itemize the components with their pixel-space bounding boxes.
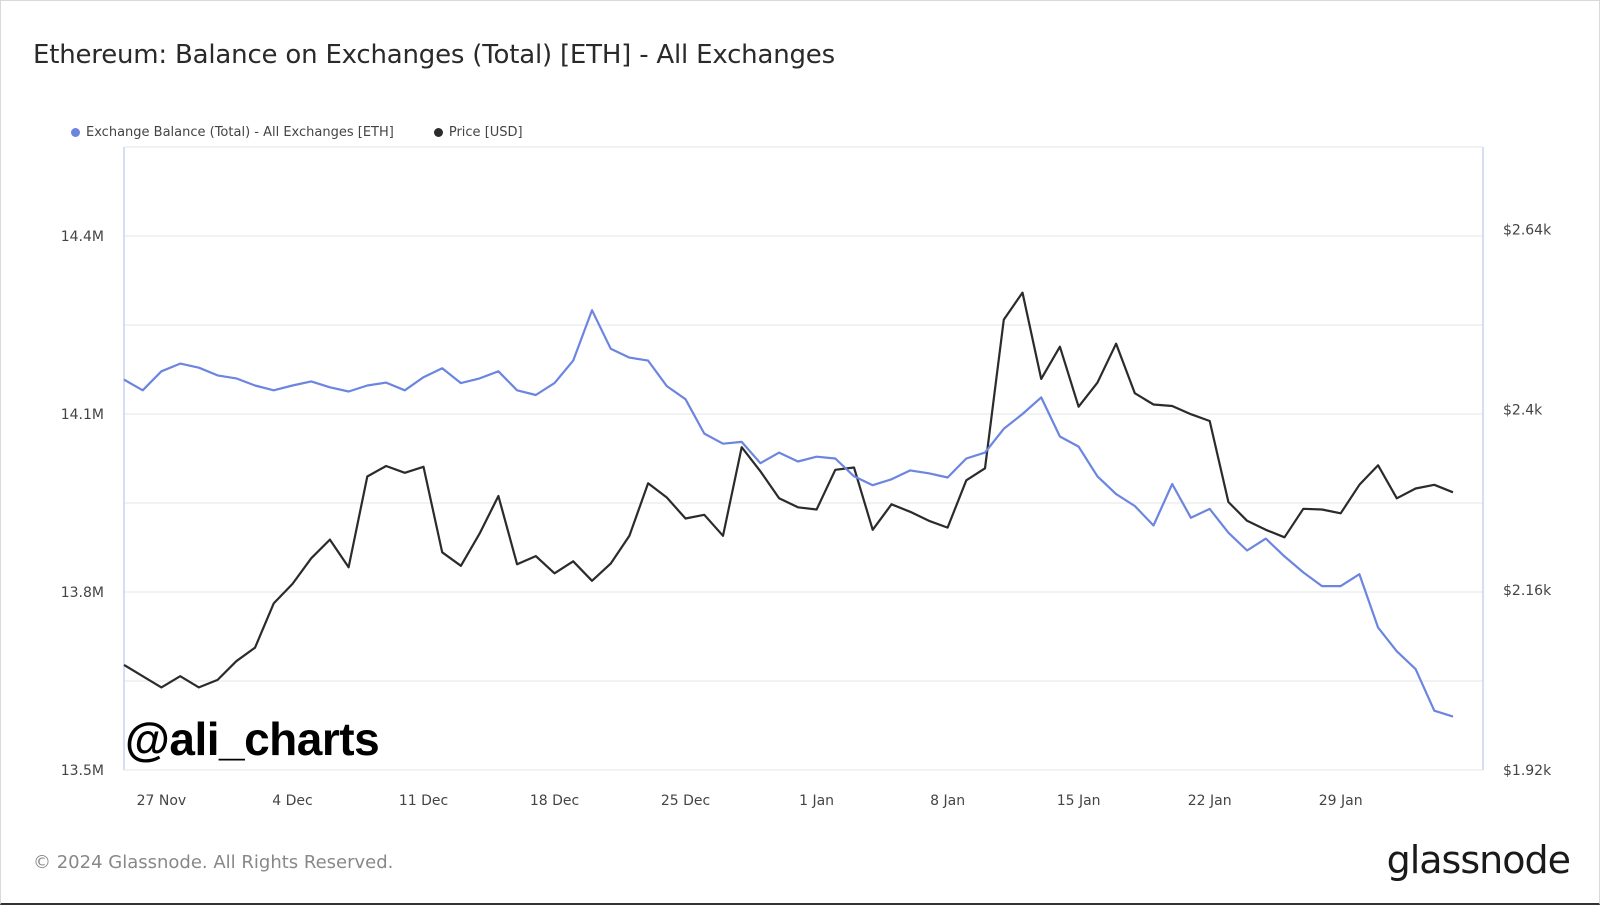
x-tick-label: 29 Jan: [1319, 793, 1363, 809]
y-left-tick-label: 14.1M: [61, 407, 104, 423]
x-tick-label: 1 Jan: [799, 793, 834, 809]
legend-dot-balance: [71, 128, 80, 137]
legend: Exchange Balance (Total) - All Exchanges…: [71, 125, 523, 140]
copyright-text: © 2024 Glassnode. All Rights Reserved.: [33, 852, 394, 873]
x-tick-label: 18 Dec: [530, 793, 579, 809]
x-tick-label: 4 Dec: [272, 793, 312, 809]
brand-logo[interactable]: glassnode: [1386, 838, 1571, 882]
x-tick-label: 25 Dec: [661, 793, 710, 809]
legend-dot-price: [433, 128, 443, 137]
series-line-exchange-balance: [123, 309, 1454, 718]
x-tick-label: 11 Dec: [399, 793, 448, 809]
series-line-price: [123, 291, 1454, 689]
y-right-tick-label: $2.16k: [1503, 583, 1552, 599]
watermark: @ali_charts: [125, 713, 380, 765]
legend-label-balance: Exchange Balance (Total) - All Exchanges…: [86, 125, 394, 140]
chart-title: Ethereum: Balance on Exchanges (Total) […: [33, 40, 835, 70]
x-tick-label: 22 Jan: [1188, 793, 1232, 809]
legend-item-balance[interactable]: Exchange Balance (Total) - All Exchanges…: [71, 125, 394, 140]
legend-item-price[interactable]: Price [USD]: [433, 125, 523, 140]
y-right-tick-label: $2.64k: [1503, 223, 1552, 239]
y-right-tick-label: $2.4k: [1503, 403, 1543, 419]
y-right-tick-label: $1.92k: [1503, 763, 1552, 779]
x-tick-label: 15 Jan: [1057, 793, 1101, 809]
y-left-tick-label: 13.8M: [61, 585, 104, 601]
y-left-tick-label: 13.5M: [61, 763, 104, 779]
x-tick-label: 27 Nov: [137, 793, 187, 809]
x-tick-label: 8 Jan: [930, 793, 965, 809]
y-left-tick-label: 14.4M: [61, 229, 104, 245]
legend-label-price: Price [USD]: [448, 125, 523, 140]
